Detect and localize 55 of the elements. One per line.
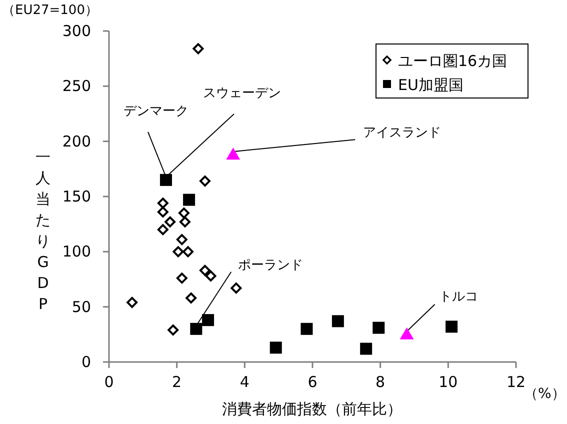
point [186,292,197,304]
point [360,342,372,355]
x-tick-label: 4 [240,373,250,391]
point [332,315,344,328]
chart-subtitle: （EU27=100） [2,3,98,18]
point [157,198,168,209]
point [126,296,138,308]
x-axis-title: 消費者物価指数（前年比） [222,400,402,418]
y-tick-label: 100 [62,242,91,261]
point [176,272,188,284]
point [190,322,202,335]
annotation: デンマーク [123,104,188,119]
point [176,234,188,246]
y-tick-label: 150 [62,188,91,206]
point [372,322,385,334]
y-tick-label: 0 [81,353,91,371]
annotation: トルコ [438,289,478,304]
point [157,224,168,236]
point [178,208,190,219]
annotation: スウェーデン [202,86,281,101]
x-tick-label: 8 [376,373,386,391]
point [205,270,216,282]
legend-label: ユーロ圏16カ国 [398,52,508,70]
point [270,342,282,354]
annotation: ポーランド [238,258,304,273]
point [230,282,242,294]
point [192,43,204,54]
point [400,327,414,340]
point [157,206,168,218]
x-tick-label: 2 [172,373,182,391]
x-tick-label: 0 [104,373,114,391]
point [183,194,196,206]
point [160,174,172,186]
text: （%） [524,386,566,402]
point [168,324,179,336]
point [199,176,210,187]
point [226,148,240,160]
point [179,216,190,228]
point [202,314,214,326]
y-tick-label: 50 [72,298,91,316]
y-axis-title: 一人当たりGDP [36,148,50,313]
point [300,322,313,335]
x-tick-label: 12 [506,373,526,391]
y-tick-label: 300 [62,22,91,40]
point [199,264,210,276]
y-tick-label: 200 [62,132,91,150]
x-tick-label: 10 [438,373,458,391]
point [446,320,458,333]
point [172,246,184,258]
y-tick-label: 250 [62,77,91,96]
point [182,246,194,258]
x-tick-label: 6 [308,373,318,391]
annotation: アイスランド [363,126,442,141]
legend-label: EU加盟国 [398,76,464,94]
point [164,216,176,228]
